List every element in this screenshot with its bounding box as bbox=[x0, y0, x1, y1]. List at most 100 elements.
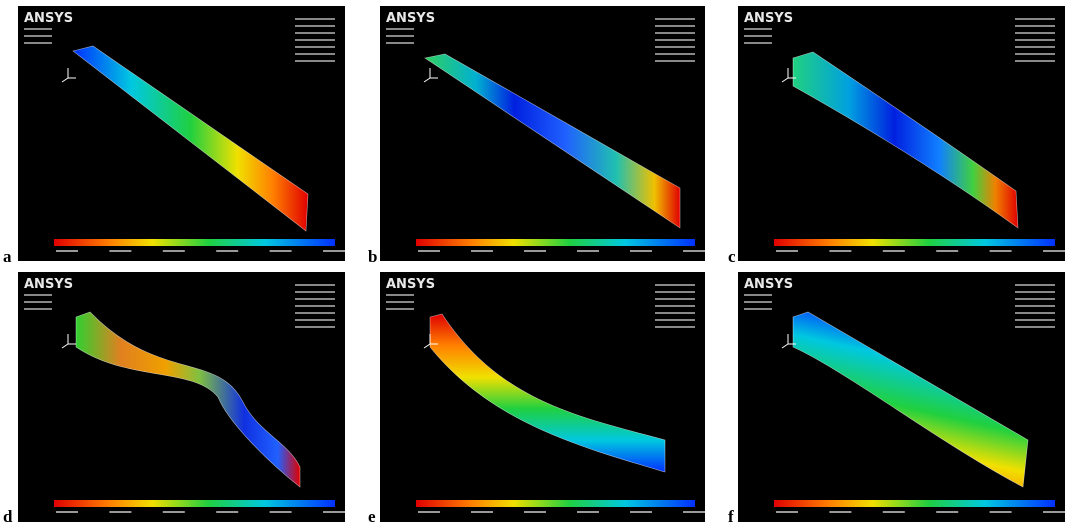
info-line bbox=[295, 284, 335, 286]
info-line bbox=[744, 28, 772, 30]
info-line bbox=[1015, 60, 1055, 62]
panel-label: c bbox=[728, 247, 736, 266]
info-line bbox=[24, 42, 52, 44]
info-line bbox=[655, 25, 695, 27]
info-line bbox=[386, 301, 414, 303]
panel: ANSYS bbox=[18, 6, 345, 261]
info-line bbox=[1015, 291, 1055, 293]
color-bar-tick-label bbox=[471, 250, 493, 252]
info-line bbox=[24, 35, 52, 37]
color-bar-tick-label bbox=[577, 250, 599, 252]
color-bar-tick-label bbox=[776, 511, 798, 513]
info-line bbox=[655, 326, 695, 328]
color-bar bbox=[416, 239, 695, 246]
info-line bbox=[295, 60, 335, 62]
info-line bbox=[655, 32, 695, 34]
panel: ANSYS bbox=[738, 6, 1065, 261]
info-line bbox=[1015, 326, 1055, 328]
color-bar-tick-label bbox=[883, 511, 905, 513]
info-line bbox=[386, 294, 414, 296]
info-line bbox=[744, 294, 772, 296]
info-line bbox=[1015, 284, 1055, 286]
color-bar-tick-label bbox=[56, 511, 78, 513]
info-line bbox=[295, 326, 335, 328]
info-line bbox=[1015, 39, 1055, 41]
color-bar bbox=[54, 239, 335, 246]
color-bar-tick-label bbox=[163, 250, 185, 252]
info-line bbox=[295, 46, 335, 48]
ansys-logo: ANSYS bbox=[744, 277, 793, 292]
color-bar-tick-label bbox=[577, 511, 599, 513]
info-line bbox=[744, 42, 772, 44]
color-bar-tick-label bbox=[323, 250, 345, 252]
panel: ANSYS bbox=[738, 272, 1065, 522]
panel-label: a bbox=[3, 247, 12, 266]
color-bar bbox=[774, 500, 1055, 507]
info-line bbox=[655, 319, 695, 321]
color-bar-tick-label bbox=[323, 511, 345, 513]
info-line bbox=[295, 319, 335, 321]
info-line bbox=[1015, 312, 1055, 314]
info-line bbox=[24, 308, 52, 310]
info-line bbox=[655, 60, 695, 62]
color-bar-tick-label bbox=[936, 250, 958, 252]
info-line bbox=[295, 53, 335, 55]
info-line bbox=[655, 298, 695, 300]
info-line bbox=[24, 294, 52, 296]
info-line bbox=[744, 308, 772, 310]
panel: ANSYS bbox=[380, 6, 705, 261]
info-line bbox=[1015, 319, 1055, 321]
panel-label: f bbox=[728, 507, 734, 524]
color-bar-tick-label bbox=[418, 250, 440, 252]
info-line bbox=[295, 39, 335, 41]
info-line bbox=[655, 284, 695, 286]
info-line bbox=[1015, 32, 1055, 34]
color-bar bbox=[54, 500, 335, 507]
color-bar-tick-label bbox=[683, 511, 705, 513]
info-line bbox=[386, 42, 414, 44]
color-bar-tick-label bbox=[829, 250, 851, 252]
color-bar-tick-label bbox=[216, 511, 238, 513]
info-line bbox=[655, 305, 695, 307]
ansys-logo: ANSYS bbox=[744, 11, 793, 26]
info-line bbox=[744, 35, 772, 37]
info-line bbox=[386, 28, 414, 30]
info-line bbox=[24, 301, 52, 303]
color-bar bbox=[416, 500, 695, 507]
color-bar-tick-label bbox=[471, 511, 493, 513]
color-bar-tick-label bbox=[109, 250, 131, 252]
info-line bbox=[1015, 305, 1055, 307]
info-line bbox=[655, 312, 695, 314]
panel: ANSYS bbox=[380, 272, 705, 522]
color-bar-tick-label bbox=[418, 511, 440, 513]
info-line bbox=[655, 39, 695, 41]
info-line bbox=[655, 18, 695, 20]
info-line bbox=[1015, 25, 1055, 27]
color-bar-tick-label bbox=[524, 250, 546, 252]
color-bar-tick-label bbox=[216, 250, 238, 252]
color-bar-tick-label bbox=[109, 511, 131, 513]
info-line bbox=[295, 298, 335, 300]
info-line bbox=[1015, 298, 1055, 300]
color-bar-tick-label bbox=[883, 250, 905, 252]
info-line bbox=[1015, 46, 1055, 48]
color-bar-tick-label bbox=[990, 511, 1012, 513]
info-line bbox=[295, 305, 335, 307]
panel-background bbox=[380, 272, 705, 522]
info-line bbox=[295, 25, 335, 27]
color-bar-tick-label bbox=[776, 250, 798, 252]
color-bar-tick-label bbox=[56, 250, 78, 252]
panel-background bbox=[18, 272, 345, 522]
color-bar-tick-label bbox=[683, 250, 705, 252]
color-bar-tick-label bbox=[630, 250, 652, 252]
info-line bbox=[386, 308, 414, 310]
info-line bbox=[655, 46, 695, 48]
panel-label: e bbox=[368, 507, 376, 524]
panel-label: d bbox=[3, 507, 13, 524]
color-bar-tick-label bbox=[163, 511, 185, 513]
color-bar-tick-label bbox=[990, 250, 1012, 252]
info-line bbox=[655, 291, 695, 293]
info-line bbox=[655, 53, 695, 55]
info-line bbox=[295, 18, 335, 20]
panel-label: b bbox=[368, 247, 377, 266]
